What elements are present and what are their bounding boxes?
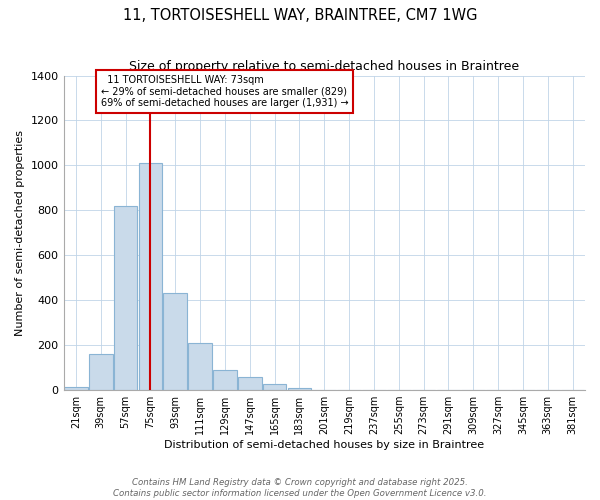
Title: Size of property relative to semi-detached houses in Braintree: Size of property relative to semi-detach… <box>129 60 520 73</box>
Bar <box>114 206 137 390</box>
Bar <box>163 294 187 390</box>
Bar <box>89 354 113 390</box>
Text: 11, TORTOISESHELL WAY, BRAINTREE, CM7 1WG: 11, TORTOISESHELL WAY, BRAINTREE, CM7 1W… <box>123 8 477 22</box>
Bar <box>287 388 311 390</box>
X-axis label: Distribution of semi-detached houses by size in Braintree: Distribution of semi-detached houses by … <box>164 440 484 450</box>
Bar <box>213 370 237 390</box>
Bar <box>238 376 262 390</box>
Bar <box>263 384 286 390</box>
Bar <box>64 386 88 390</box>
Bar <box>139 163 162 390</box>
Y-axis label: Number of semi-detached properties: Number of semi-detached properties <box>15 130 25 336</box>
Bar <box>188 343 212 390</box>
Text: 11 TORTOISESHELL WAY: 73sqm
← 29% of semi-detached houses are smaller (829)
69% : 11 TORTOISESHELL WAY: 73sqm ← 29% of sem… <box>101 75 349 108</box>
Text: Contains HM Land Registry data © Crown copyright and database right 2025.
Contai: Contains HM Land Registry data © Crown c… <box>113 478 487 498</box>
